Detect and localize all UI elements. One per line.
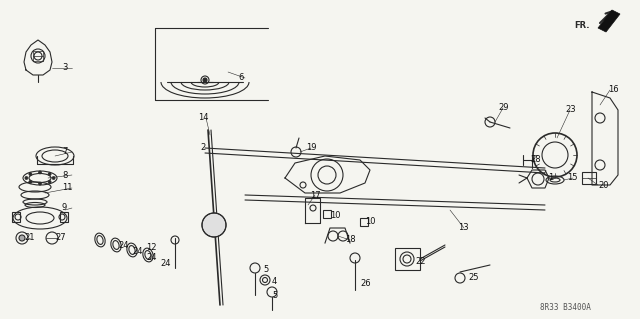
Text: 5: 5	[263, 265, 268, 275]
Text: 22: 22	[415, 257, 426, 266]
Text: 24: 24	[132, 248, 143, 256]
Text: 24: 24	[160, 258, 170, 268]
Text: 26: 26	[360, 278, 371, 287]
Text: 3: 3	[62, 63, 67, 72]
Bar	[323, 210, 331, 218]
Circle shape	[29, 173, 32, 175]
Text: 7: 7	[62, 147, 67, 157]
Text: 2: 2	[200, 144, 205, 152]
Text: 4: 4	[272, 278, 277, 286]
Circle shape	[38, 182, 42, 185]
Circle shape	[203, 78, 207, 82]
Circle shape	[38, 171, 42, 174]
Text: 5: 5	[272, 291, 277, 300]
Circle shape	[19, 235, 25, 241]
Text: 28: 28	[530, 155, 541, 165]
Text: 24: 24	[118, 241, 129, 249]
Circle shape	[52, 176, 55, 180]
Text: 27: 27	[55, 234, 66, 242]
Text: 14: 14	[198, 114, 209, 122]
Circle shape	[48, 181, 51, 183]
Circle shape	[48, 173, 51, 175]
Text: 23: 23	[565, 106, 575, 115]
Text: 10: 10	[330, 211, 340, 219]
Bar	[12, 212, 20, 222]
Text: 24: 24	[146, 254, 157, 263]
Text: 15: 15	[567, 174, 577, 182]
Text: 12: 12	[146, 243, 157, 253]
Text: 8R33 B3400A: 8R33 B3400A	[540, 303, 591, 313]
Circle shape	[25, 176, 28, 180]
Bar	[582, 172, 596, 184]
Polygon shape	[598, 10, 620, 32]
Text: 1: 1	[548, 174, 553, 182]
Text: 13: 13	[458, 224, 468, 233]
Circle shape	[202, 213, 226, 237]
Text: 29: 29	[498, 103, 509, 113]
Text: 9: 9	[62, 204, 67, 212]
Text: 19: 19	[306, 144, 317, 152]
Bar	[360, 218, 368, 226]
Text: 21: 21	[24, 234, 35, 242]
Text: 17: 17	[310, 190, 321, 199]
Circle shape	[29, 181, 32, 183]
Text: 6: 6	[238, 73, 243, 83]
Text: FR.: FR.	[575, 21, 590, 31]
Text: 20: 20	[598, 181, 609, 189]
Text: 8: 8	[62, 170, 67, 180]
Bar	[60, 212, 68, 222]
Bar	[395, 248, 420, 270]
Text: 11: 11	[62, 183, 72, 192]
Text: 10: 10	[365, 218, 376, 226]
Text: 18: 18	[345, 235, 356, 244]
Text: 25: 25	[468, 273, 479, 283]
Text: 16: 16	[608, 85, 619, 94]
